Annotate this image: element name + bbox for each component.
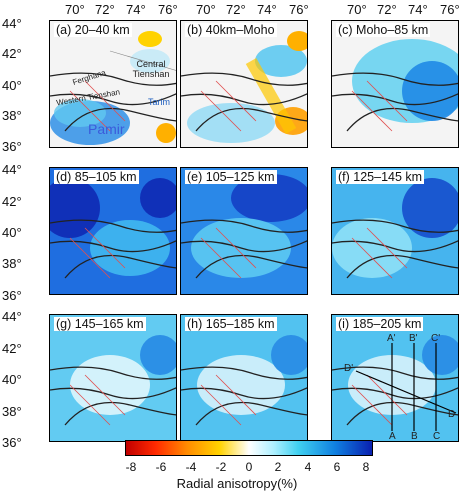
pamir-label: Pamir xyxy=(88,121,125,137)
map-c-graphic xyxy=(332,21,458,147)
lat-label: 36° xyxy=(2,139,22,154)
lat-label: 38° xyxy=(2,108,22,123)
lon-label: 76° xyxy=(158,2,178,17)
lat-label: 38° xyxy=(2,256,22,271)
lon-label: 72° xyxy=(226,2,246,17)
lat-label: 40° xyxy=(2,372,22,387)
map-panel-g: (g) 145–165 km xyxy=(49,314,177,442)
map-d-graphic xyxy=(50,168,176,294)
profile-label: C xyxy=(433,431,441,442)
lat-label: 40° xyxy=(2,225,22,240)
map-panel-e: (e) 105–125 km xyxy=(180,167,308,295)
panel-title: (g) 145–165 km xyxy=(54,317,146,331)
lat-label: 44° xyxy=(2,16,22,31)
colorbar-tick: -8 xyxy=(125,460,137,474)
panel-title: (d) 85–105 km xyxy=(54,170,139,184)
colorbar-tick: 2 xyxy=(274,460,282,474)
panel-title: (c) Moho–85 km xyxy=(336,23,431,37)
lat-label: 38° xyxy=(2,404,22,419)
lat-label: 42° xyxy=(2,341,22,356)
profile-label: A' xyxy=(387,333,396,344)
lon-label: 70° xyxy=(196,2,216,17)
panel-title: (e) 105–125 km xyxy=(185,170,277,184)
lon-label: 70° xyxy=(65,2,85,17)
colorbar-tick: 0 xyxy=(245,460,253,474)
colorbar-tick: 4 xyxy=(304,460,312,474)
lon-label: 70° xyxy=(347,2,367,17)
colorbar-tick: -2 xyxy=(215,460,227,474)
lat-label: 40° xyxy=(2,78,22,93)
tarim-label: Tarim xyxy=(148,97,170,107)
colorbar-title: Radial anisotropy(%) xyxy=(176,476,298,491)
lon-label: 72° xyxy=(95,2,115,17)
lat-label: 36° xyxy=(2,435,22,450)
map-panel-b: (b) 40km–Moho xyxy=(180,20,308,148)
profile-label: C' xyxy=(431,333,441,344)
profile-label: B xyxy=(411,431,418,442)
lon-label: 76° xyxy=(440,2,460,17)
map-e-graphic xyxy=(181,168,307,294)
central-tienshan-label: Central Tienshan xyxy=(132,59,170,79)
map-panel-a: (a) 20–40 km Ferghana Western Tienshan C… xyxy=(49,20,177,148)
panel-title: (a) 20–40 km xyxy=(54,23,132,37)
map-b-graphic xyxy=(181,21,307,147)
map-panel-f: (f) 125–145 km xyxy=(331,167,459,295)
lon-label: 74° xyxy=(408,2,428,17)
map-a-graphic xyxy=(50,21,176,147)
colorbar xyxy=(125,440,373,456)
lat-label: 42° xyxy=(2,194,22,209)
profile-label: D xyxy=(448,409,456,420)
panel-title: (f) 125–145 km xyxy=(336,170,425,184)
lat-label: 44° xyxy=(2,309,22,324)
lon-label: 74° xyxy=(126,2,146,17)
panel-title: (h) 165–185 km xyxy=(185,317,277,331)
lat-label: 44° xyxy=(2,162,22,177)
map-panel-c: (c) Moho–85 km xyxy=(331,20,459,148)
colorbar-tick: -6 xyxy=(155,460,167,474)
colorbar-tick: -4 xyxy=(185,460,197,474)
panel-title: (b) 40km–Moho xyxy=(185,23,277,37)
colorbar-tick: 6 xyxy=(333,460,341,474)
lon-label: 74° xyxy=(257,2,277,17)
map-f-graphic xyxy=(332,168,458,294)
map-h-graphic xyxy=(181,315,307,441)
profile-label: A xyxy=(389,431,396,442)
panel-title: (i) 185–205 km xyxy=(336,317,424,331)
profile-label: B' xyxy=(409,333,418,344)
lon-label: 72° xyxy=(377,2,397,17)
lon-label: 76° xyxy=(289,2,309,17)
lat-label: 42° xyxy=(2,46,22,61)
colorbar-tick: 8 xyxy=(362,460,370,474)
map-g-graphic xyxy=(50,315,176,441)
profile-label: D' xyxy=(344,363,354,374)
map-i-graphic xyxy=(332,315,458,441)
map-panel-h: (h) 165–185 km xyxy=(180,314,308,442)
map-panel-i: (i) 185–205 km A' B' C' D' A B C D xyxy=(331,314,459,442)
map-panel-d: (d) 85–105 km xyxy=(49,167,177,295)
lat-label: 36° xyxy=(2,288,22,303)
